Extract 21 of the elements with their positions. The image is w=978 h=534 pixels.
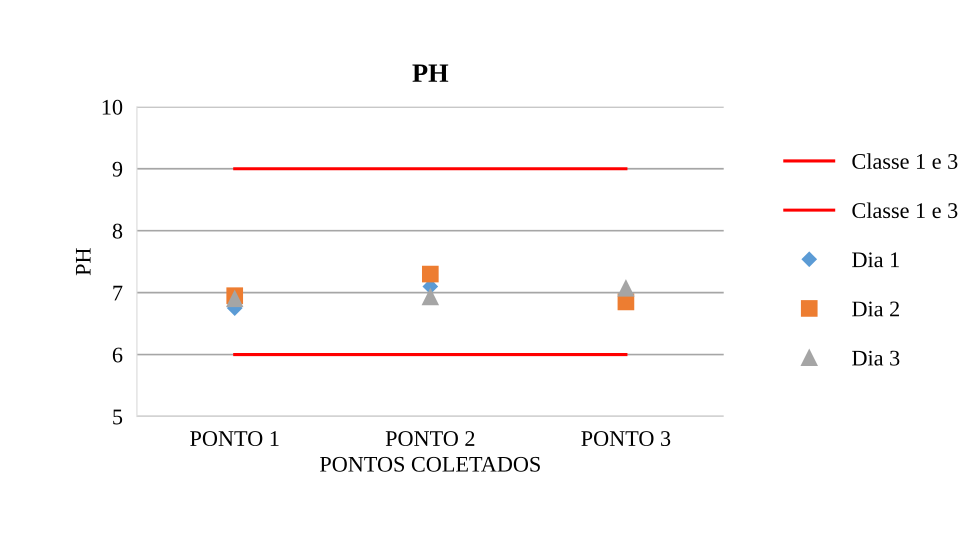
- y-tick-label: 10: [102, 100, 122, 115]
- point: [226, 290, 244, 308]
- point: [618, 280, 634, 297]
- legend-label: Classe 1 e 3: [852, 202, 958, 218]
- y-tick-label: 5: [113, 410, 122, 424]
- y-tick-label: 7: [113, 286, 122, 300]
- y-axis-title: PH: [76, 248, 91, 276]
- point: [422, 288, 439, 306]
- legend-label: Dia 2: [852, 302, 899, 316]
- chart-title: PH: [412, 64, 448, 82]
- x-tick-label: PONTO 1: [190, 431, 279, 446]
- legend-label: Dia 1: [852, 252, 899, 268]
- x-axis-title: PONTOS COLETADOS: [320, 456, 540, 472]
- y-tick-label: 8: [112, 224, 122, 239]
- legend-label: Dia 3: [852, 350, 900, 366]
- y-tick-label: 9: [112, 162, 122, 177]
- x-tick-label: PONTO 2: [386, 431, 474, 446]
- legend-label: Classe 1 e 3: [852, 153, 958, 169]
- y-tick-label: 6: [112, 348, 122, 363]
- point: [422, 266, 439, 282]
- x-tick-label: PONTO 3: [581, 431, 670, 446]
